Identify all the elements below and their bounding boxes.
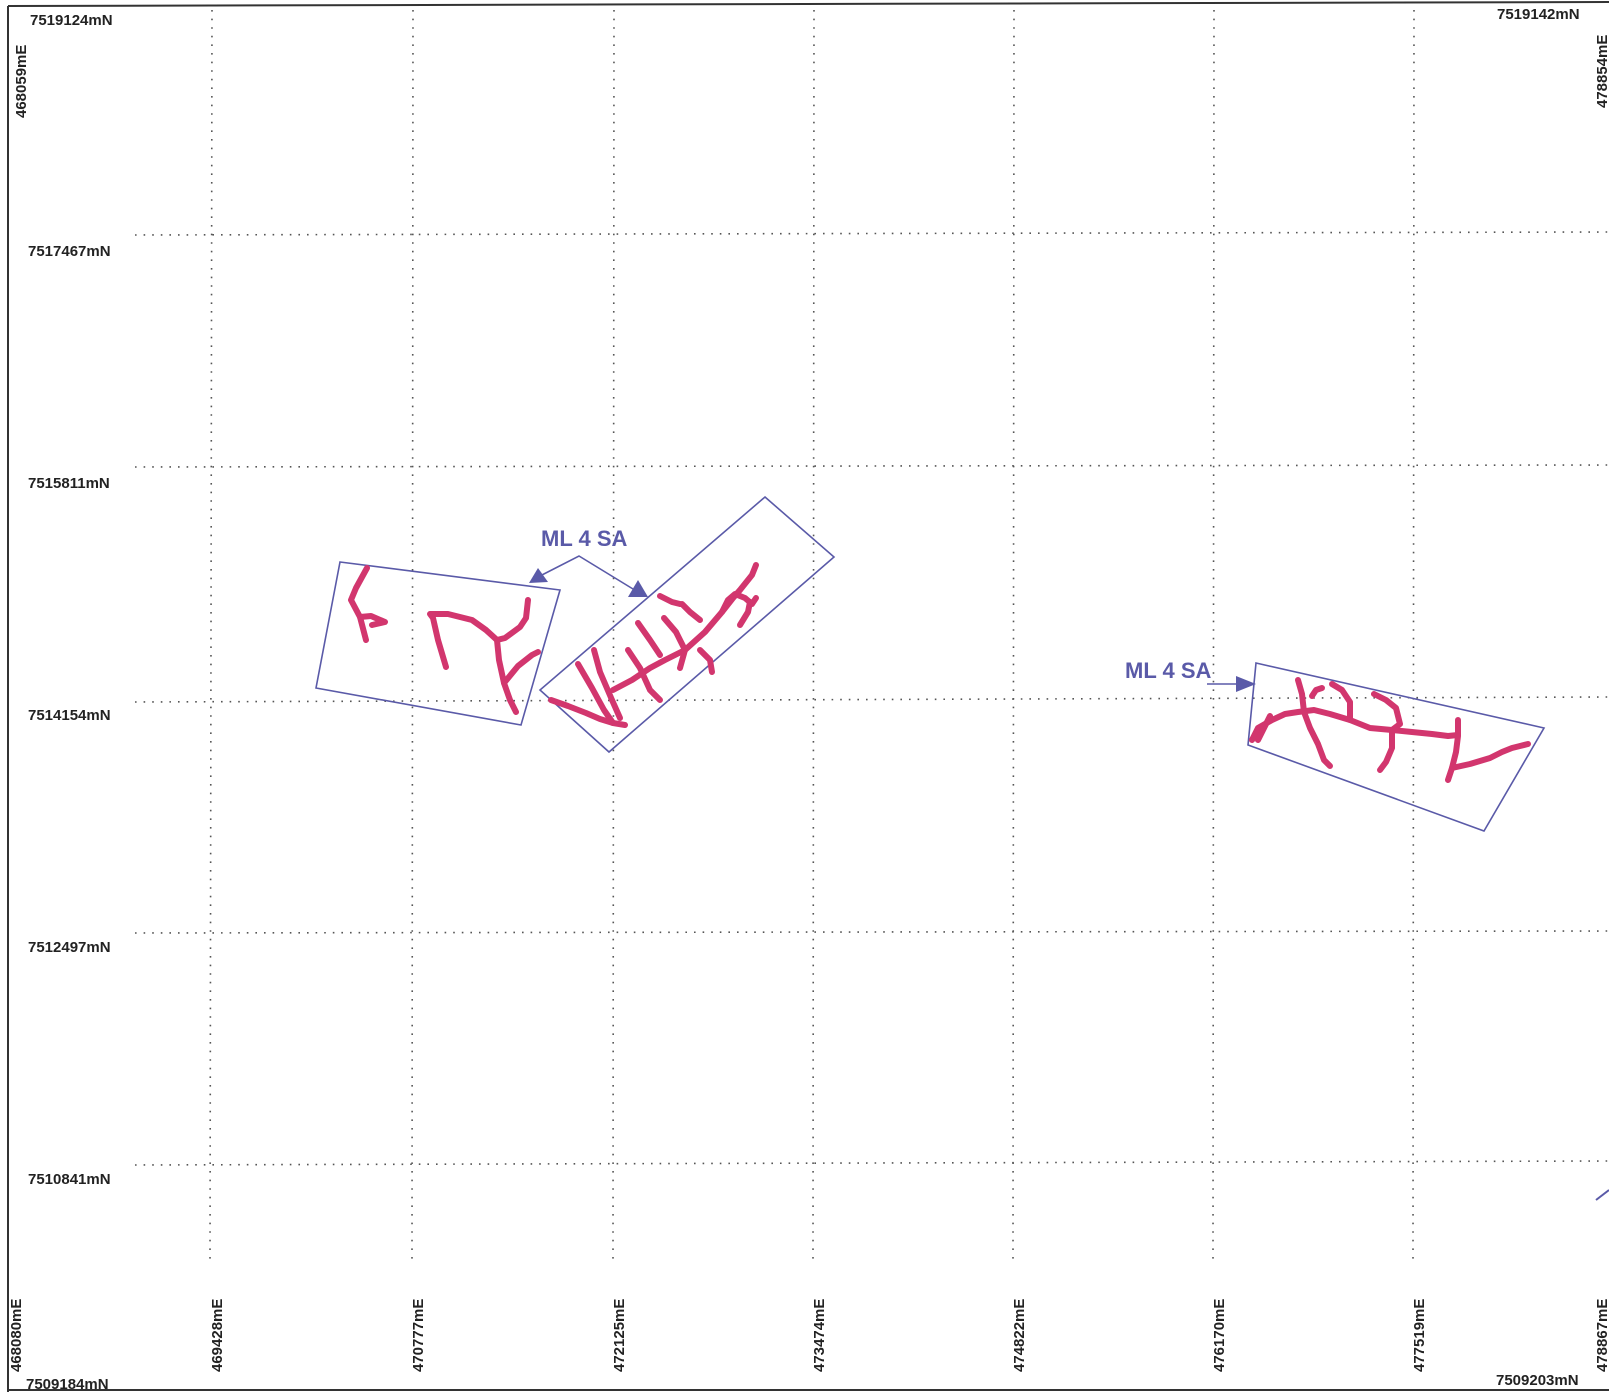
workings-trace (661, 615, 688, 671)
workings-trace (1309, 685, 1325, 699)
workings-trace (348, 565, 370, 643)
grid-line-northing-7512497 (134, 930, 1609, 934)
workings-trace (1329, 681, 1353, 723)
workings-trace (1249, 707, 1461, 743)
workings-trace (591, 647, 623, 721)
coordinate-grid (134, 9, 1609, 1263)
callout-west: ML 4 SA (529, 526, 648, 597)
workings-trace (1295, 677, 1333, 769)
workings-trace (657, 593, 683, 607)
callout-arrowhead-west-right (628, 580, 648, 597)
lease-boundaries (315, 495, 1546, 832)
workings-trace (501, 649, 541, 686)
northing-label-bottom-left: 7509184mN (26, 1376, 109, 1392)
callout-arrowhead-east (1236, 676, 1256, 692)
workings-trace (737, 599, 753, 628)
grid-line-easting-476170 (1212, 9, 1215, 1263)
easting-label-col-1: 469428mE (209, 1299, 226, 1372)
northing-label-top-right: 7519142mN (1497, 6, 1580, 23)
callout-leader-west (537, 555, 634, 590)
northing-label-row-3: 7514154mN (28, 707, 111, 724)
workings-trace (697, 647, 715, 675)
northing-label-bottom-right: 7509203mN (1496, 1372, 1579, 1389)
easting-label-bottom-right: 478867mE (1594, 1299, 1609, 1372)
grid-line-easting-469428 (209, 9, 213, 1263)
easting-label-col-2: 470777mE (410, 1299, 427, 1372)
workings-trace (427, 597, 531, 670)
easting-label-col-4: 473474mE (811, 1299, 828, 1372)
callout-east: ML 4 SA (1125, 658, 1256, 692)
mine-workings (348, 562, 1531, 783)
workings-trace (635, 620, 663, 658)
workings-trace (1371, 691, 1403, 733)
workings-trace (575, 661, 616, 726)
lease-boundary-west-b (538, 495, 836, 754)
northing-labels: 7519124mN 7519142mN 7517467mN 7515811mN … (26, 6, 1580, 1392)
grid-line-easting-477519 (1412, 9, 1415, 1263)
callout-label-west: ML 4 SA (541, 526, 628, 551)
grid-line-easting-474822 (1012, 9, 1015, 1263)
grid-line-easting-473474 (812, 9, 815, 1263)
lease-boundary-west-a (315, 561, 562, 726)
grid-line-northing-7517467 (134, 231, 1609, 236)
easting-label-top-left: 468059mE (13, 45, 30, 118)
northing-label-row-5: 7510841mN (28, 1171, 111, 1188)
map-frame-border (7, 1, 1609, 1392)
grid-line-northing-7515811 (134, 464, 1609, 468)
northing-label-row-4: 7512497mN (28, 939, 111, 956)
easting-labels: 468059mE 478854mE 468080mE 469428mE 4707… (8, 35, 1609, 1372)
workings-trace (1255, 713, 1273, 743)
workings-trace (1445, 717, 1461, 783)
callout-arrowhead-west-left (529, 568, 548, 583)
grid-line-northing-7510841 (134, 1160, 1609, 1166)
callout-label-east: ML 4 SA (1125, 658, 1212, 683)
easting-label-top-right: 478854mE (1594, 35, 1609, 108)
workings-trace (1449, 741, 1531, 771)
easting-label-col-3: 472125mE (611, 1299, 628, 1372)
grid-line-easting-472125 (612, 9, 615, 1263)
easting-label-bottom-left: 468080mE (8, 1299, 25, 1372)
easting-label-col-7: 477519mE (1411, 1299, 1428, 1372)
workings-trace (357, 613, 388, 628)
northing-label-row-2: 7515811mN (28, 475, 110, 492)
frame-top-edge (7, 1, 1609, 7)
easting-label-col-5: 474822mE (1011, 1299, 1028, 1372)
easting-label-col-6: 476170mE (1211, 1299, 1228, 1372)
northing-label-top-left: 7519124mN (30, 12, 113, 29)
grid-line-easting-470777 (411, 9, 414, 1263)
northing-label-row-1: 7517467mN (28, 243, 111, 260)
workings-trace (610, 562, 759, 693)
workings-trace (625, 647, 663, 703)
workings-trace (679, 601, 703, 623)
linear-feature-edge (1595, 1189, 1609, 1201)
workings-trace (1377, 727, 1395, 773)
lease-boundary-east (1247, 662, 1546, 832)
